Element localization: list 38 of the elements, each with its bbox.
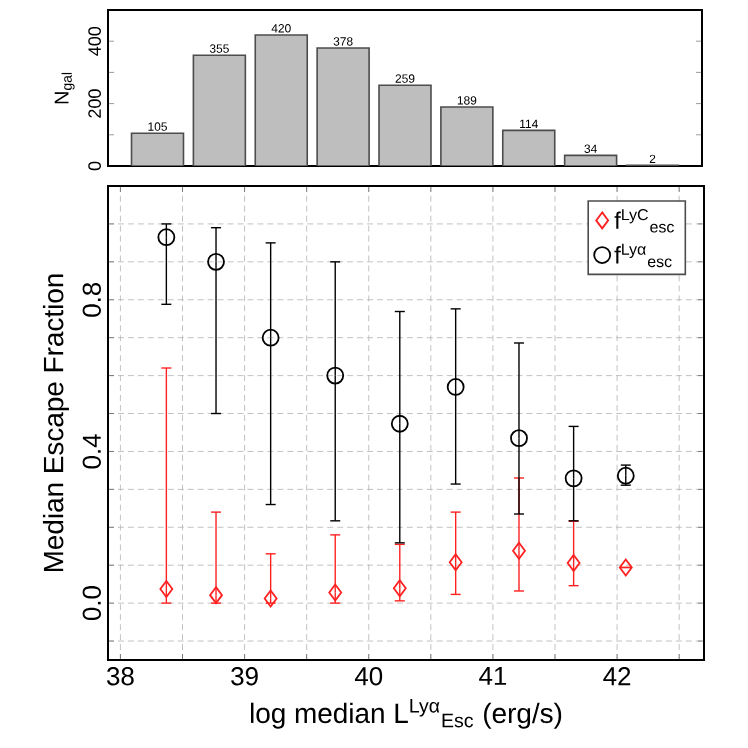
point [263,589,278,608]
point [510,429,528,448]
y-tick-label: 0.0 [82,586,101,621]
bar [192,54,247,166]
point [618,558,633,577]
point [616,466,635,485]
x-tick-label: 39 [231,667,258,686]
bar [501,129,556,166]
y-tick-label: 0 [88,161,101,171]
point [390,414,409,433]
x-axis-title: log median L$^{Lyα}$$_{Esc}$ (erg/s) [250,699,562,729]
point [564,469,583,488]
point [446,378,465,396]
x-tick-label: 42 [603,667,631,686]
y-axis-title: N$_{gal}$ [54,72,75,104]
bar [254,34,309,166]
point [261,328,280,347]
point [159,580,174,598]
y-tick-label: 200 [88,89,101,118]
point [326,366,345,385]
bar [378,84,432,166]
point [512,541,526,560]
point [207,252,225,271]
x-tick-label: 40 [354,667,383,686]
point [448,553,463,572]
y-tick-label: 0.8 [82,282,101,317]
x-tick-label: 41 [479,667,507,685]
bar [316,47,370,166]
y-axis-title: Median Escape Fraction [42,274,69,572]
x-tick-label: 38 [107,667,134,686]
y-tick-label: 400 [88,26,101,56]
point [209,586,223,605]
y-tick-label: 0.4 [82,434,101,469]
point [566,554,581,572]
bar [563,154,618,166]
bar [130,132,185,166]
bar [440,106,494,166]
point [157,228,176,247]
